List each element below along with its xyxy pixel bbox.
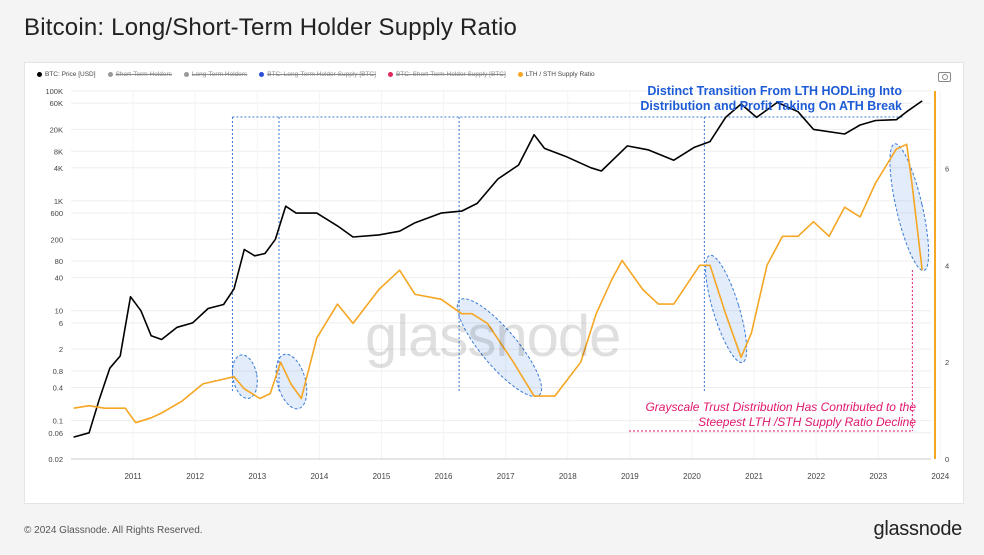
x-tick-label: 2013 <box>248 472 266 481</box>
y-left-tick-label: 10 <box>55 307 63 316</box>
x-tick-label: 2011 <box>124 472 142 481</box>
legend-label: BTC: Long-Term Holder Supply [BTC] <box>267 71 376 78</box>
y-left-tick-label: 60K <box>50 99 63 108</box>
y-left-tick-label: 8K <box>54 147 63 156</box>
camera-icon[interactable] <box>938 72 951 82</box>
y-left-tick-label: 200 <box>50 235 63 244</box>
y-left-tick-label: 40 <box>55 274 63 283</box>
legend-dot-icon <box>259 72 265 77</box>
x-tick-label: 2012 <box>186 472 204 481</box>
legend-dot-icon <box>387 72 393 77</box>
y-left-tick-label: 0.4 <box>53 384 63 393</box>
legend-label: BTC: Short-Term Holder Supply [BTC] <box>395 71 506 78</box>
x-tick-label: 2022 <box>807 472 825 481</box>
legend-item-0[interactable]: BTC: Price [USD] <box>37 71 96 78</box>
y-left-tick-label: 20K <box>50 125 63 134</box>
y-left-tick-label: 6 <box>59 319 63 328</box>
y-left-tick-label: 2 <box>59 345 63 354</box>
annotation-lth-transition: Distinct Transition From LTH HODLing Int… <box>640 84 902 113</box>
chart-svg: 100K60K20K8K4K1K600200804010620.80.40.10… <box>45 87 949 481</box>
y-right-tick-label: 6 <box>945 164 949 173</box>
y-left-tick-label: 0.1 <box>53 417 63 426</box>
watermark: glassnode <box>365 304 621 369</box>
y-left-tick-label: 0.8 <box>53 367 63 376</box>
y-right-tick-label: 4 <box>945 261 949 270</box>
legend-label: LTH / STH Supply Ratio <box>525 71 595 78</box>
legend-dot-icon <box>37 72 42 77</box>
legend-item-4[interactable]: BTC: Short-Term Holder Supply [BTC] <box>387 71 506 78</box>
page-title: Bitcoin: Long/Short-Term Holder Supply R… <box>24 14 518 41</box>
legend-label: Long-Term Holders <box>191 71 248 78</box>
brand-logo: glassnode <box>873 518 963 540</box>
y-left-tick-label: 600 <box>50 209 63 218</box>
y-left-tick-label: 0.06 <box>48 429 63 438</box>
x-tick-label: 2023 <box>869 472 887 481</box>
y-left-tick-label: 0.02 <box>48 455 63 464</box>
y-left-tick-label: 100K <box>45 87 63 96</box>
x-tick-label: 2021 <box>745 472 763 481</box>
annotation-grayscale: Grayscale Trust Distribution Has Contrib… <box>645 400 916 429</box>
y-left-tick-label: 1K <box>54 197 63 206</box>
legend-item-2[interactable]: Long-Term Holders <box>183 71 248 78</box>
y-left-tick-label: 80 <box>55 257 63 266</box>
legend-label: Short-Term Holders <box>115 71 172 78</box>
chart-card: BTC: Price [USD] Short-Term Holders Long-T… <box>24 62 964 504</box>
legend-label: BTC: Price [USD] <box>45 71 96 78</box>
x-tick-label: 2020 <box>683 472 701 481</box>
x-tick-label: 2017 <box>497 472 515 481</box>
legend-dot-icon <box>107 72 113 77</box>
x-tick-label: 2018 <box>559 472 577 481</box>
y-right-tick-label: 2 <box>945 358 949 367</box>
y-right-tick-label: 0 <box>945 455 949 464</box>
x-tick-label: 2016 <box>435 472 453 481</box>
legend-item-3[interactable]: BTC: Long-Term Holder Supply [BTC] <box>259 71 376 78</box>
legend-dot-icon <box>517 72 523 77</box>
x-tick-label: 2015 <box>373 472 391 481</box>
series-line-1 <box>73 143 923 424</box>
chart-legend: BTC: Price [USD] Short-Term Holders Long-T… <box>37 71 595 78</box>
legend-item-5[interactable]: LTH / STH Supply Ratio <box>517 71 595 78</box>
copyright-text: © 2024 Glassnode. All Rights Reserved. <box>24 525 203 536</box>
highlight-ellipse <box>231 354 258 399</box>
legend-item-1[interactable]: Short-Term Holders <box>107 71 172 78</box>
highlight-ellipse <box>456 298 543 398</box>
x-tick-label: 2024 <box>931 472 949 481</box>
y-left-tick-label: 4K <box>54 164 63 173</box>
series-line-0 <box>73 100 923 438</box>
legend-dot-icon <box>183 72 189 77</box>
x-tick-label: 2014 <box>310 472 328 481</box>
x-tick-label: 2019 <box>621 472 639 481</box>
